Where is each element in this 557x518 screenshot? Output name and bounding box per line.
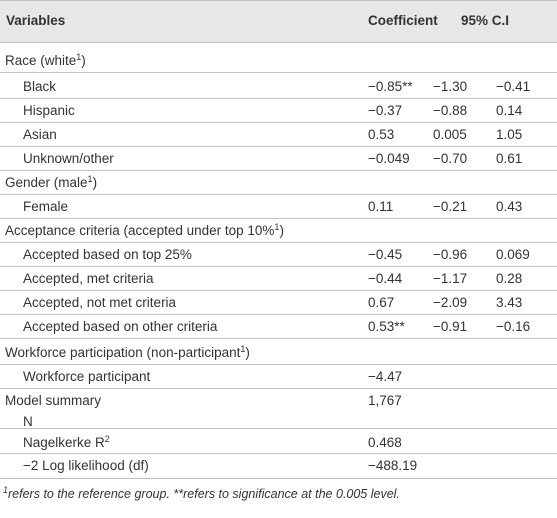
table-row: Accepted, met criteria −0.44 −1.17 0.28 [0,267,557,291]
table-row: Nagelkerke R2 0.468 [0,429,557,454]
table-row: Workforce participant −4.47 [0,365,557,389]
coefficient-value: 1,767 [368,393,402,408]
ci-upper-value: 0.28 [496,271,523,286]
ci-upper-value: 0.069 [496,247,530,262]
header-coefficient: Coefficient [368,13,438,28]
coefficient-value: 0.53 [368,127,395,142]
coefficient-value: 0.67 [368,295,395,310]
ci-lower-value: −0.96 [433,247,468,262]
coefficient-value: −0.85** [368,79,413,94]
coefficient-value: −4.47 [368,369,403,384]
table-row: Accepted based on other criteria 0.53** … [0,315,557,339]
row-label: Asian [23,127,57,142]
ci-upper-value: −0.41 [496,79,531,94]
coefficient-value: −0.049 [368,151,410,166]
table-row: Gender (male1) [0,171,557,195]
ci-upper-value: 0.14 [496,103,523,118]
coefficient-value: −0.45 [368,247,403,262]
coefficient-value: −0.37 [368,103,403,118]
row-label: Hispanic [23,103,75,118]
ci-upper-value: 3.43 [496,295,523,310]
table-row: Asian 0.53 0.005 1.05 [0,123,557,147]
table-row: Workforce participation (non-participant… [0,341,557,365]
table-row: Acceptance criteria (accepted under top … [0,219,557,243]
row-label: Unknown/other [23,151,114,166]
table-row: −2 Log likelihood (df) −488.19 [0,454,557,478]
coefficient-value: 0.11 [368,199,394,214]
row-label: Workforce participation (non-participant… [5,344,250,361]
table-row: Accepted based on top 25% −0.45 −0.96 0.… [0,243,557,267]
coefficient-value: 0.468 [368,435,402,450]
table-row: Hispanic −0.37 −0.88 0.14 [0,99,557,123]
table-header: Variables Coefficient 95% C.I [0,0,557,43]
row-label: Black [23,79,57,94]
row-label: Accepted based on top 25% [23,247,192,262]
ci-lower-value: −0.91 [433,319,468,334]
ci-lower-value: −0.88 [433,103,468,118]
table-row: Race (white1) [0,49,557,73]
row-label: −2 Log likelihood (df) [23,458,149,473]
row-label: Workforce participant [23,369,151,384]
ci-upper-value: −0.16 [496,319,531,334]
row-label: Accepted, met criteria [23,271,154,286]
coefficient-value: 0.53** [368,319,405,334]
ci-upper-value: 0.43 [496,199,523,214]
header-ci: 95% C.I [461,13,510,28]
ci-upper-value: 1.05 [496,127,523,142]
table-row: Black −0.85** −1.30 −0.41 [0,75,557,99]
row-label: Acceptance criteria (accepted under top … [5,222,284,239]
table-row: Model summary N 1,767 [0,389,557,429]
header-variables: Variables [6,13,66,28]
row-label: Race (white1) [5,52,86,69]
coefficient-value: −0.44 [368,271,403,286]
ci-lower-value: −0.70 [433,151,468,166]
row-sublabel: N [23,414,33,429]
row-label: Nagelkerke R2 [23,434,110,451]
row-label: Female [23,199,69,214]
coefficient-value: −488.19 [368,458,418,473]
row-label: Model summary [5,393,102,408]
ci-lower-value: 0.005 [433,127,467,142]
row-label: Accepted based on other criteria [23,319,218,334]
row-label: Gender (male1) [5,174,98,191]
ci-lower-value: −2.09 [433,295,468,310]
table-row: Female 0.11 −0.21 0.43 [0,195,557,219]
ci-lower-value: −1.30 [433,79,468,94]
table-row: Unknown/other −0.049 −0.70 0.61 [0,147,557,171]
ci-lower-value: −0.21 [433,199,468,214]
table-row: Accepted, not met criteria 0.67 −2.09 3.… [0,291,557,315]
row-label: Accepted, not met criteria [23,295,177,310]
ci-upper-value: 0.61 [496,151,523,166]
ci-lower-value: −1.17 [433,271,468,286]
table-footnote: 1refers to the reference group. **refers… [0,478,557,518]
